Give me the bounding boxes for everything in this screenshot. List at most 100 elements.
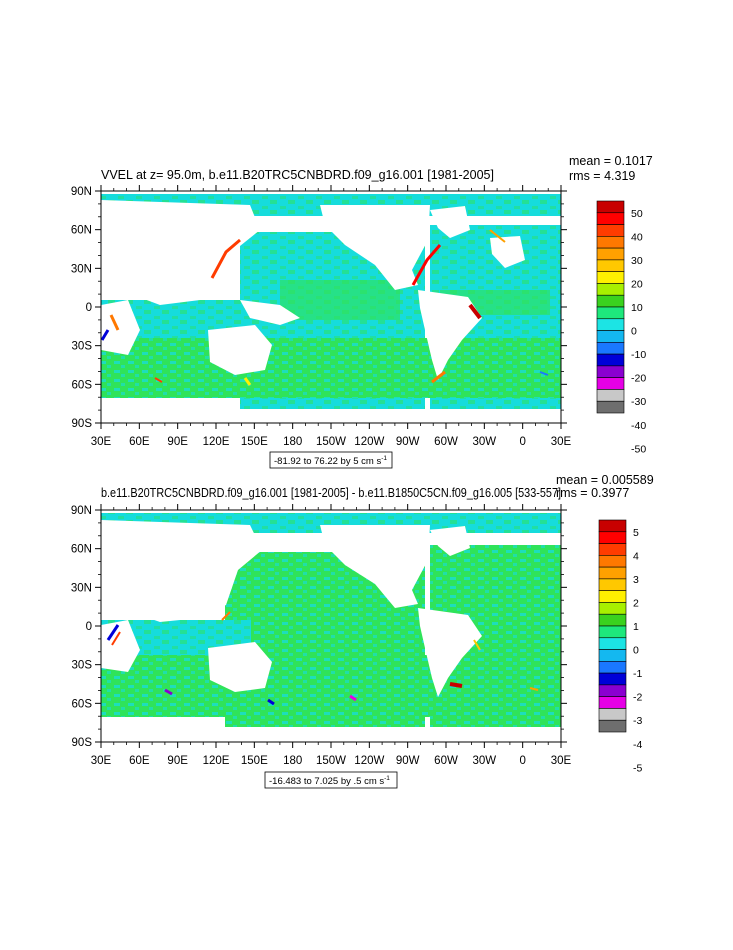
colorbar-swatch xyxy=(598,684,627,697)
colorbar-label: -4 xyxy=(633,739,642,751)
lon-tick-label: 30E xyxy=(91,755,112,767)
lon-tick-label: 30W xyxy=(473,436,497,448)
colorbar-swatch xyxy=(596,353,625,367)
colorbar-swatch xyxy=(598,696,627,709)
lat-tick-label: 60N xyxy=(71,544,92,556)
panel-2-colorbar: 5 4 3 2 1 0 -1 -2 -3 -4 -5 xyxy=(598,519,642,774)
lon-tick-label: 0 xyxy=(519,755,525,767)
panel-2-range-box: -16.483 to 7.025 by .5 cm s-1 xyxy=(264,771,398,789)
lon-tick-label: 150E xyxy=(241,436,268,448)
panel-2-lon-ticks: 30E 60E 90E 120E 150E 180 150W 120W 90W 60W 30W 0 30… xyxy=(91,504,572,767)
colorbar-label: -5 xyxy=(633,762,642,774)
panel-1-coastal-streaks xyxy=(100,229,549,386)
lon-tick-label: 120W xyxy=(354,436,384,448)
colorbar-label: 0 xyxy=(631,326,637,338)
lat-tick-label: 30S xyxy=(72,660,93,672)
panel-1: VVEL at z= 95.0m, b.e11.B20TRC5CNBDRD.f0… xyxy=(71,154,653,469)
lon-tick-label: 120E xyxy=(203,436,230,448)
colorbar-swatch xyxy=(598,519,627,533)
lon-tick-label: 180 xyxy=(283,755,302,767)
lat-tick-label: 30N xyxy=(71,263,92,275)
lon-tick-label: 30E xyxy=(551,436,572,448)
colorbar-label: 4 xyxy=(633,550,639,562)
colorbar-label: 30 xyxy=(631,255,643,267)
lon-tick-label: 60W xyxy=(434,436,458,448)
panel-1-ocean-south xyxy=(101,338,561,398)
panel-2-title: b.e11.B20TRC5CNBDRD.f09_g16.001 [1981-20… xyxy=(101,486,561,500)
colorbar-swatch xyxy=(596,400,625,414)
lat-tick-label: 30S xyxy=(72,341,93,353)
colorbar-swatch xyxy=(598,555,627,568)
colorbar-swatch xyxy=(596,212,625,225)
lon-tick-label: 120W xyxy=(354,755,384,767)
lon-tick-label: 90W xyxy=(396,755,420,767)
lon-tick-label: 30W xyxy=(473,755,497,767)
colorbar-swatch xyxy=(598,649,627,662)
colorbar-label: 3 xyxy=(633,574,639,586)
colorbar-swatch xyxy=(598,602,627,615)
panel-1-rms: rms = 4.319 xyxy=(569,169,635,183)
colorbar-label: -2 xyxy=(633,692,642,704)
colorbar-swatch xyxy=(596,389,625,402)
panel-2-rms: rms = 0.3977 xyxy=(556,486,629,500)
lat-tick-label: 60S xyxy=(72,379,93,391)
lat-tick-label: 30N xyxy=(71,582,92,594)
lon-tick-label: 60E xyxy=(129,436,150,448)
lat-tick-label: 90N xyxy=(71,186,92,198)
colorbar-label: 1 xyxy=(633,621,639,633)
panel-2-ocean-south xyxy=(101,655,561,717)
colorbar-label: 40 xyxy=(631,231,643,243)
lat-tick-label: 60S xyxy=(72,698,93,710)
panel-1-lon-ticks: 30E 60E 90E 120E 150E 180 150W 120W 90W 60W 30W 0 30… xyxy=(91,185,572,448)
colorbar-label: -30 xyxy=(631,396,646,408)
colorbar-label: 5 xyxy=(633,527,639,539)
colorbar-swatch xyxy=(596,330,625,343)
lat-tick-label: 0 xyxy=(86,621,92,633)
lon-tick-label: 90E xyxy=(167,436,188,448)
lon-tick-label: 60W xyxy=(434,755,458,767)
colorbar-label: -10 xyxy=(631,349,646,361)
colorbar-label: -1 xyxy=(633,668,642,680)
lon-tick-label: 90W xyxy=(396,436,420,448)
lon-tick-label: 120E xyxy=(203,755,230,767)
colorbar-swatch xyxy=(598,543,627,556)
colorbar-swatch xyxy=(598,531,627,544)
colorbar-swatch xyxy=(596,318,625,331)
panel-1-map: 30E 60E 90E 120E 150E 180 150W 120W 90W 60W 30W 0 30… xyxy=(71,185,572,448)
colorbar-swatch xyxy=(596,365,625,378)
colorbar-swatch xyxy=(596,259,625,272)
panel-1-range-label: -81.92 to 76.22 by 5 cm s-1 xyxy=(274,455,387,467)
panel-2: b.e11.B20TRC5CNBDRD.f09_g16.001 [1981-20… xyxy=(71,473,654,789)
panel-1-land xyxy=(101,200,561,423)
colorbar-swatch xyxy=(598,661,627,674)
colorbar-label: -40 xyxy=(631,420,646,432)
colorbar-swatch xyxy=(598,719,627,733)
lon-tick-label: 150W xyxy=(316,436,346,448)
colorbar-swatch xyxy=(596,224,625,237)
panel-1-colorbar: 50 40 30 20 10 0 -10 -20 -30 -40 -50 xyxy=(596,200,646,455)
panel-1-title: VVEL at z= 95.0m, b.e11.B20TRC5CNBDRD.f0… xyxy=(101,168,494,182)
panel-2-range-label: -16.483 to 7.025 by .5 cm s-1 xyxy=(269,775,390,787)
colorbar-swatch xyxy=(596,306,625,320)
colorbar-label: -20 xyxy=(631,373,646,385)
colorbar-label: 50 xyxy=(631,208,643,220)
colorbar-swatch xyxy=(598,590,627,603)
colorbar-swatch xyxy=(598,672,627,686)
panel-1-mean: mean = 0.1017 xyxy=(569,154,653,168)
lon-tick-label: 150E xyxy=(241,755,268,767)
lon-tick-label: 180 xyxy=(283,436,302,448)
colorbar-label: -50 xyxy=(631,443,646,455)
panel-2-lat-ticks: 90N 60N 30N 0 30S 60S 90S xyxy=(71,505,567,749)
colorbar-swatch xyxy=(596,236,625,249)
panel-2-mean: mean = 0.005589 xyxy=(556,473,654,487)
panel-1-lat-ticks: 90N 60N 30N 0 30S 60S 90S xyxy=(71,186,567,430)
lat-tick-label: 90S xyxy=(72,737,93,749)
colorbar-label: 10 xyxy=(631,302,643,314)
lat-tick-label: 60N xyxy=(71,225,92,237)
panel-2-coastal-streaks xyxy=(106,611,539,706)
lon-tick-label: 150W xyxy=(316,755,346,767)
colorbar-label: -3 xyxy=(633,715,642,727)
lon-tick-label: 0 xyxy=(519,436,525,448)
colorbar-swatch xyxy=(596,247,625,261)
